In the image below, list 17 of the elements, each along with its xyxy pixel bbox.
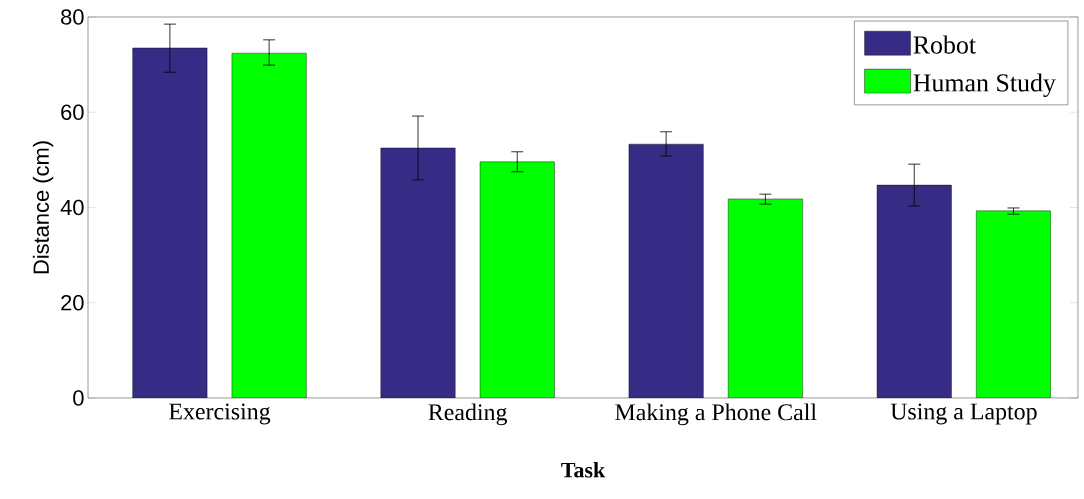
x-tick-label: Reading (428, 403, 508, 426)
x-tick-label: Exercising (169, 403, 271, 425)
x-tick-label: Making a Phone Call (615, 403, 817, 426)
bar (976, 210, 1051, 398)
legend-label: Robot (913, 35, 976, 54)
bar (479, 161, 555, 398)
bar (231, 52, 307, 398)
x-tick-label: Using a Laptop (890, 403, 1037, 425)
y-tick-label: 40 (60, 199, 84, 216)
y-tick-label: 60 (61, 104, 84, 120)
legend-label: Human Study (913, 73, 1056, 97)
y-tick-label: 20 (61, 294, 84, 311)
bar (727, 198, 803, 398)
x-axis-title: Task (561, 462, 606, 478)
y-tick-label: 80 (61, 9, 84, 25)
y-tick-label: 0 (73, 390, 84, 406)
y-axis-title: Distance (cm) (32, 141, 54, 274)
